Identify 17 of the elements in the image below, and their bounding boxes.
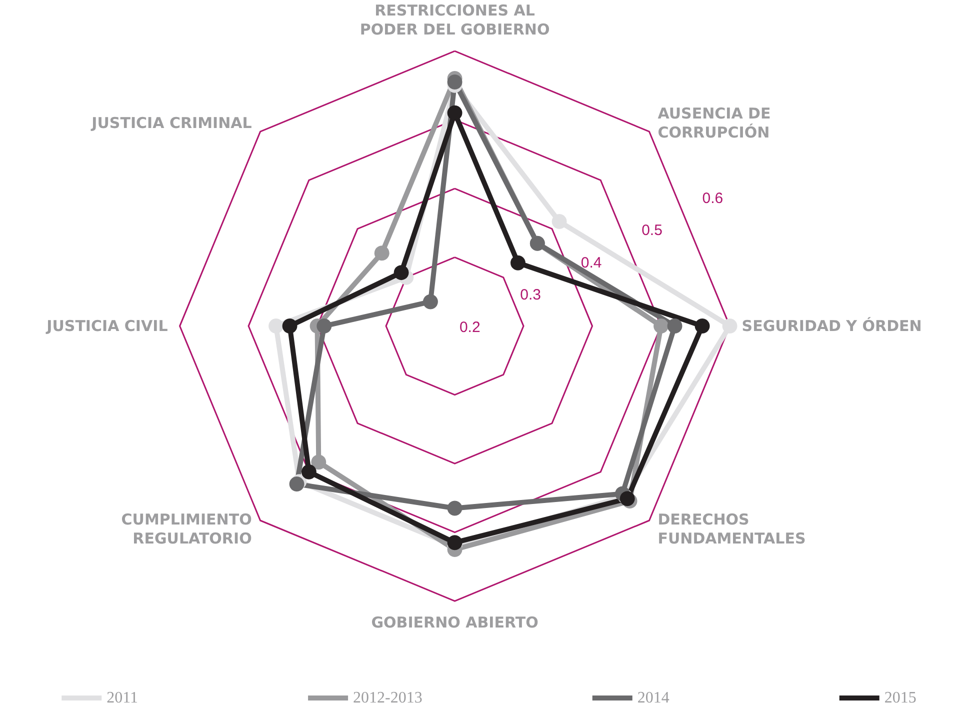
spoke-label: DERECHOS FUNDAMENTALES (658, 510, 806, 548)
y-tick-label: 0.3 (520, 286, 542, 304)
legend-label: 2015 (884, 690, 916, 706)
y-tick-label: 0.6 (702, 190, 724, 207)
y-tick-label: 0.2 (459, 318, 480, 336)
y-tick-label: 0.4 (580, 254, 602, 272)
spoke-label: AUSENCIA DE CORRUPCIÓN (658, 104, 771, 142)
legend-label: 2014 (637, 690, 670, 706)
spoke-label: GOBIERNO ABIERTO (371, 614, 538, 632)
spoke-label: JUSTICIA CRIMINAL (90, 114, 252, 132)
spoke-label: CUMPLIMIENTO REGULATORIO (121, 510, 252, 548)
spoke-label: RESTRICCIONES AL PODER DEL GOBIERNO (360, 2, 550, 39)
legend-label: 2011 (106, 690, 138, 706)
spoke-label: SEGURIDAD Y ÓRDEN (742, 317, 922, 336)
spoke-label: JUSTICIA CIVIL (46, 317, 168, 336)
y-tick-label: 0.5 (642, 222, 662, 240)
legend-label: 2012-2013 (353, 690, 422, 706)
